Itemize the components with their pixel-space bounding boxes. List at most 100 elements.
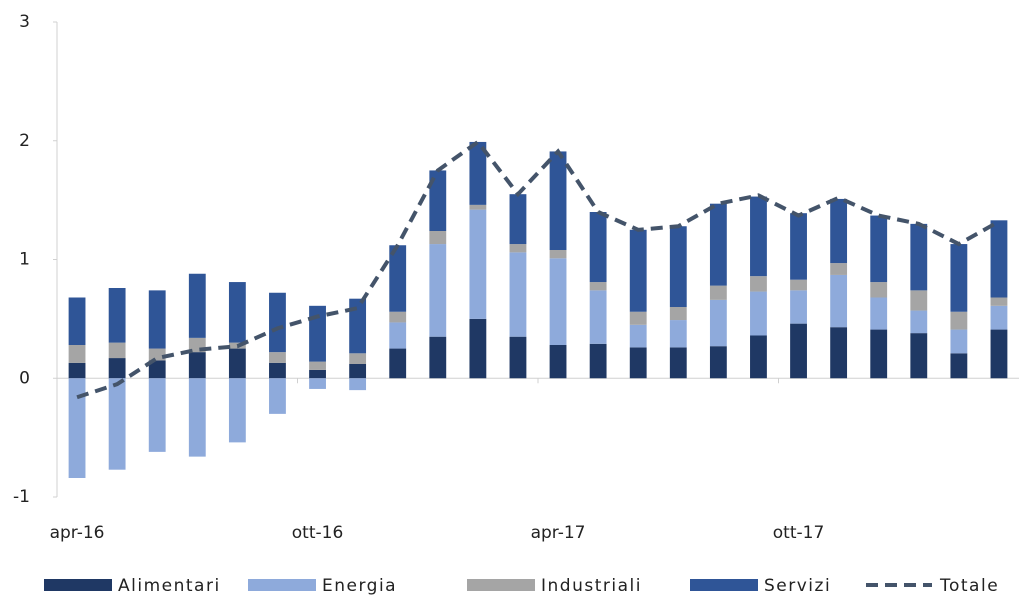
legend-label: Totale <box>939 576 999 596</box>
legend-label: Energia <box>322 576 397 596</box>
bar <box>509 252 527 337</box>
bar <box>309 369 326 379</box>
bar <box>950 353 968 379</box>
bar <box>790 290 807 324</box>
bar <box>389 311 407 323</box>
bar <box>68 345 86 363</box>
bar <box>68 297 86 345</box>
bar <box>429 231 447 245</box>
legend-swatch <box>467 579 535 591</box>
bar <box>148 378 166 452</box>
bar <box>188 378 206 457</box>
bar <box>469 318 487 379</box>
bar <box>990 305 1008 330</box>
bar <box>349 298 367 354</box>
x-tick-label: apr-16 <box>50 523 105 543</box>
bar <box>309 305 326 362</box>
bar <box>830 198 848 264</box>
bar <box>750 291 767 336</box>
bar <box>228 282 246 343</box>
bar <box>669 347 687 379</box>
y-tick-label: 3 <box>19 12 30 32</box>
bar <box>950 244 968 312</box>
legend-swatch <box>248 579 316 591</box>
y-tick-label: 2 <box>19 131 30 151</box>
bar <box>228 348 246 379</box>
bar <box>549 151 567 250</box>
bar <box>269 378 286 414</box>
legend-label: Industriali <box>541 576 642 596</box>
bar <box>469 204 487 210</box>
bar <box>870 329 888 379</box>
bar <box>269 352 286 363</box>
legend-label: Alimentari <box>118 576 221 596</box>
bar <box>830 327 848 379</box>
bar <box>589 290 607 344</box>
bar <box>429 244 447 337</box>
line <box>76 139 1000 400</box>
bar <box>68 378 86 478</box>
bar <box>910 290 928 311</box>
bar <box>509 336 527 379</box>
bar <box>790 279 807 291</box>
bar <box>108 288 126 343</box>
bar <box>269 362 286 379</box>
bar <box>870 297 888 330</box>
legend-swatch <box>44 579 112 591</box>
bar <box>389 322 407 349</box>
y-tick-label: -1 <box>13 487 30 507</box>
bar <box>509 194 527 245</box>
bar <box>188 352 206 379</box>
bar <box>950 311 968 330</box>
bar <box>750 276 767 292</box>
bar <box>910 333 928 379</box>
bar <box>68 362 86 379</box>
bar <box>108 342 126 359</box>
bar <box>629 311 647 325</box>
bar <box>309 378 326 389</box>
bar <box>990 329 1008 379</box>
bar <box>108 358 126 379</box>
x-tick-label: apr-17 <box>531 523 586 543</box>
bar <box>349 364 367 379</box>
legend-label: Servizi <box>764 576 831 596</box>
bar <box>148 348 166 361</box>
bar <box>549 258 567 345</box>
x-tick-label: ott-16 <box>292 523 344 543</box>
legend-swatch <box>690 579 758 591</box>
bar <box>750 335 767 379</box>
bar <box>790 323 807 379</box>
bar <box>750 196 767 277</box>
bar <box>790 213 807 280</box>
bar <box>910 223 928 291</box>
bar <box>349 353 367 364</box>
bar <box>629 324 647 348</box>
bar <box>148 290 166 349</box>
bar <box>709 299 727 347</box>
bar <box>228 378 246 443</box>
bar <box>910 310 928 334</box>
bar <box>429 170 447 231</box>
bar <box>469 141 487 205</box>
bar <box>549 345 567 379</box>
bar <box>309 361 326 370</box>
bar <box>990 220 1008 298</box>
bar <box>549 250 567 259</box>
bar <box>108 378 126 470</box>
y-tick-label: 0 <box>19 368 30 388</box>
bar <box>429 336 447 379</box>
bar <box>669 320 687 348</box>
bar <box>269 292 286 353</box>
bar <box>669 226 687 307</box>
bar <box>830 274 848 328</box>
bar <box>509 244 527 253</box>
bar <box>629 229 647 312</box>
bar <box>709 285 727 300</box>
bar <box>709 203 727 286</box>
bar <box>589 212 607 283</box>
bar <box>389 348 407 379</box>
bar <box>148 360 166 379</box>
bar <box>950 329 968 354</box>
bar <box>349 378 367 391</box>
